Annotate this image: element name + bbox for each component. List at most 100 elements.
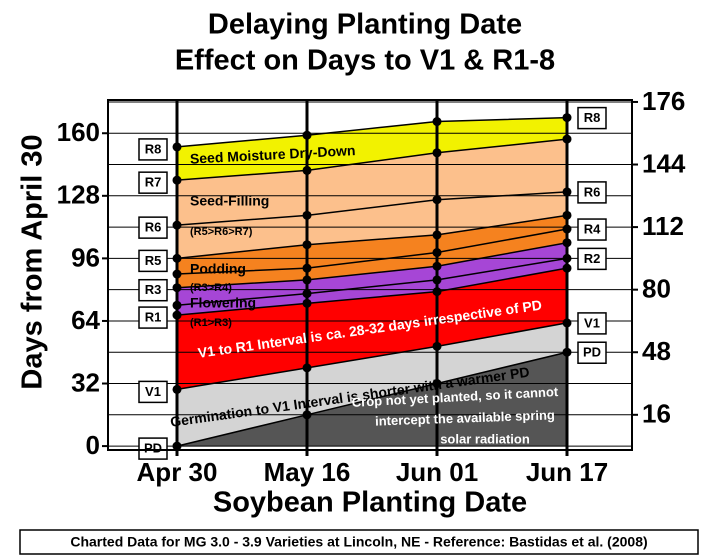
point [302, 263, 312, 273]
series-label: R6 [584, 184, 601, 199]
point [562, 224, 572, 234]
series-line [176, 214, 568, 260]
point [172, 175, 182, 185]
point [432, 148, 442, 158]
point [562, 318, 572, 328]
point [432, 248, 442, 258]
y-tick-label: 32 [71, 367, 100, 397]
point [432, 287, 442, 297]
y-axis-label: Days from April 30 [17, 134, 49, 389]
point [172, 310, 182, 320]
point [172, 269, 182, 279]
chart-title: Delaying Planting Date [208, 9, 522, 41]
source-box [19, 529, 699, 555]
series-line [176, 138, 568, 181]
point [172, 220, 182, 230]
y2-tick-label: 144 [642, 148, 686, 178]
point [302, 275, 312, 285]
series-label-box [138, 249, 168, 273]
series-label: PD [144, 441, 162, 456]
point [562, 113, 572, 123]
point [302, 240, 312, 250]
series-label: R5 [145, 253, 162, 268]
point [302, 130, 312, 140]
point [432, 195, 442, 205]
point [432, 379, 442, 389]
series-label: V1 [584, 315, 600, 330]
series-line [176, 267, 568, 316]
annotation: intercept the available spring [375, 407, 555, 428]
series-label: R4 [584, 221, 601, 236]
point [172, 253, 182, 263]
point [302, 165, 312, 175]
x-tick-label: Apr 30 [137, 457, 218, 487]
series-label-box [577, 218, 607, 241]
point [562, 238, 572, 248]
point [302, 410, 312, 420]
series-line [176, 322, 568, 391]
point [302, 363, 312, 373]
series-label-box [138, 278, 168, 302]
point [432, 261, 442, 271]
point [562, 134, 572, 144]
series-label-box [138, 306, 168, 329]
point [562, 253, 572, 263]
y-tick-label: 128 [57, 180, 100, 210]
series-label: R2 [584, 251, 601, 266]
series-label: R8 [145, 141, 162, 156]
point [172, 300, 182, 310]
y-tick-label: 0 [86, 430, 100, 460]
annotation: (R3>R4) [190, 282, 232, 294]
series-label: R6 [145, 220, 162, 235]
series-line [176, 351, 568, 447]
series-label-box [138, 380, 168, 404]
y2-tick-label: 80 [642, 274, 671, 304]
series-label-box [138, 437, 168, 460]
series-line [176, 241, 568, 289]
y2-tick-label: 176 [642, 86, 685, 116]
plot-frame [107, 99, 633, 451]
point [432, 117, 442, 127]
chart-subtitle: Effect on Days to V1 & R1-8 [175, 45, 555, 77]
point [172, 384, 182, 394]
point [172, 441, 182, 451]
series-label: R8 [584, 110, 601, 125]
y2-tick-label: 112 [642, 211, 684, 241]
series-label-box [577, 106, 607, 130]
annotation: Seed-Filling [190, 193, 269, 209]
point [562, 263, 572, 273]
point [172, 142, 182, 152]
x-tick-label: Jun 01 [396, 457, 478, 487]
series-label-box [577, 341, 607, 364]
point [302, 210, 312, 220]
series-label-box [577, 181, 607, 204]
series-label: R3 [145, 282, 162, 297]
series-line [176, 257, 568, 307]
point [302, 298, 312, 308]
annotation: solar radiation [440, 431, 530, 446]
point [432, 275, 442, 285]
point [302, 289, 312, 299]
y2-tick-label: 16 [642, 399, 671, 429]
source: Charted Data for MG 3.0 - 3.9 Varieties … [70, 534, 647, 550]
y-tick-label: 160 [57, 117, 100, 147]
series-label-box [577, 247, 607, 271]
series-line [176, 228, 568, 275]
y2-tick-label: 48 [642, 336, 671, 366]
annotation: (R5>R6>R7) [190, 226, 253, 238]
annotation: (R1>R3) [190, 317, 232, 329]
point [562, 347, 572, 357]
point [172, 283, 182, 293]
y-tick-label: 64 [71, 305, 100, 335]
point [432, 341, 442, 351]
series-line [176, 116, 568, 148]
series-label: PD [583, 345, 601, 360]
series-label-box [138, 138, 168, 161]
series-label: R7 [145, 175, 162, 190]
annotation: Flowering [190, 295, 256, 311]
series-label-box [138, 171, 168, 194]
y-tick-label: 96 [71, 242, 100, 272]
series-line [176, 191, 568, 226]
x-axis-label: Soybean Planting Date [213, 487, 527, 519]
